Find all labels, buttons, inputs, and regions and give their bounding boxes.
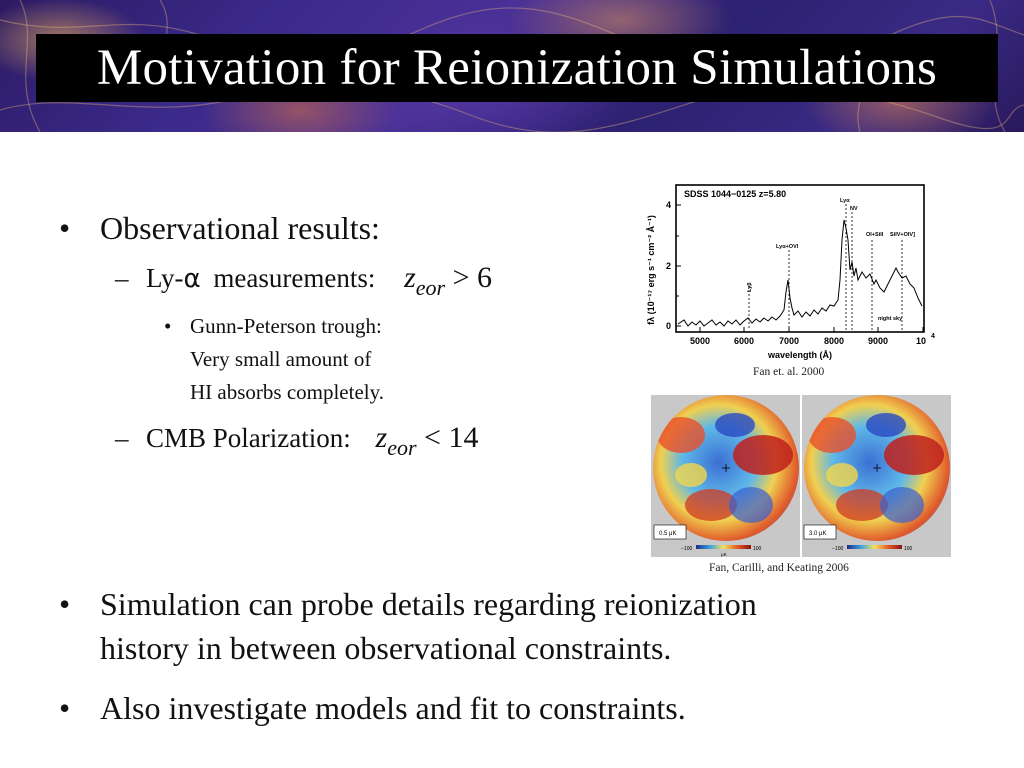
line-label: OI+SiII (866, 232, 884, 238)
cmb-map-right (804, 395, 950, 541)
cmb-map-left (653, 395, 799, 541)
spectrum-y-label: fλ (10⁻¹⁷ erg s⁻¹ cm⁻² Å⁻¹) (646, 215, 656, 325)
left-scale-label: 0.5 μK (659, 531, 676, 537)
gp-line-2: Very small amount of (190, 347, 372, 371)
lya-equation: zeor > 6 (404, 261, 493, 300)
x-tick: 9000 (868, 336, 888, 346)
line-label: NV (850, 206, 858, 212)
line-label: Lyα (840, 198, 850, 204)
cmb-maps-figure: 0.5 μK 3.0 μK −100 100 μK −100 100 (651, 395, 951, 557)
line-label: SiIV+OIV] (890, 232, 915, 238)
colorbar-min: −100 (832, 546, 843, 552)
bullet-dot: • (59, 210, 71, 246)
spectrum-frame (675, 184, 925, 333)
spectrum-x-label: wavelength (Å) (767, 350, 832, 360)
colorbar-max: 100 (904, 546, 913, 552)
bullet-simulation: • Simulation can probe details regarding… (59, 582, 757, 670)
cmb-caption: Fan, Carilli, and Keating 2006 (709, 562, 849, 574)
colorbar-unit: μK (721, 552, 727, 557)
gp-line-3: HI absorbs completely. (190, 380, 385, 404)
bullet-dot: • (59, 586, 71, 622)
sub-bullet-dash: – (115, 423, 129, 453)
colorbar-right (847, 545, 902, 549)
slide-title: Motivation for Reionization Simulations (96, 40, 938, 96)
gp-line-1: Gunn-Peterson trough: (190, 314, 382, 338)
lya-prefix: Ly- (146, 263, 184, 293)
sub-bullet-cmb: – CMB Polarization: zeor < 14 (115, 420, 479, 466)
bullet-dot: • (164, 314, 172, 338)
line-label: night sky (878, 316, 903, 322)
title-box: Motivation for Reionization Simulations (36, 34, 998, 102)
x-tick: 7000 (779, 336, 799, 346)
bullet-text: Observational results: (100, 210, 380, 246)
simulation-line-1: Simulation can probe details regarding r… (100, 586, 757, 622)
cmb-label: CMB Polarization: (146, 423, 351, 453)
bullet-dot: • (59, 690, 71, 726)
header-banner: Motivation for Reionization Simulations (0, 0, 1024, 132)
alpha-symbol: α (183, 264, 201, 294)
sub-bullet-lya: – Ly-α measurements: zeor > 6 (115, 260, 493, 306)
cmb-equation: zeor < 14 (375, 421, 479, 460)
lya-label: measurements: (213, 263, 376, 293)
bullet-observational: • Observational results: (59, 206, 380, 250)
sub-sub-bullet-gp: • Gunn-Peterson trough: Very small amoun… (164, 310, 385, 409)
bullet-also: • Also investigate models and fit to con… (59, 686, 686, 730)
colorbar-max: 100 (753, 546, 762, 552)
spectrum-header: SDSS 1044−0125 z=5.80 (684, 189, 786, 199)
line-label: Lyβ (747, 282, 753, 292)
line-label: Lyα+OVI (776, 244, 799, 250)
simulation-line-2: history in between observational constra… (100, 630, 672, 666)
spectrum-figure: fλ (10⁻¹⁷ erg s⁻¹ cm⁻² Å⁻¹) 0 2 4 5000 6… (640, 180, 940, 373)
colorbar-min: −100 (681, 546, 692, 552)
bullet-text: Also investigate models and fit to const… (100, 690, 686, 726)
x-tick-exponent: 4 (931, 333, 935, 340)
x-tick: 6000 (734, 336, 754, 346)
sub-bullet-dash: – (115, 263, 129, 293)
x-tick: 8000 (824, 336, 844, 346)
right-scale-label: 3.0 μK (809, 531, 826, 537)
spectrum-caption: Fan et. al. 2000 (753, 366, 825, 378)
y-tick-2: 2 (666, 261, 671, 271)
x-tick: 10 (916, 336, 926, 346)
colorbar-left (696, 545, 751, 549)
y-tick-4: 4 (666, 200, 671, 210)
x-tick: 5000 (690, 336, 710, 346)
y-tick-0: 0 (666, 321, 671, 331)
